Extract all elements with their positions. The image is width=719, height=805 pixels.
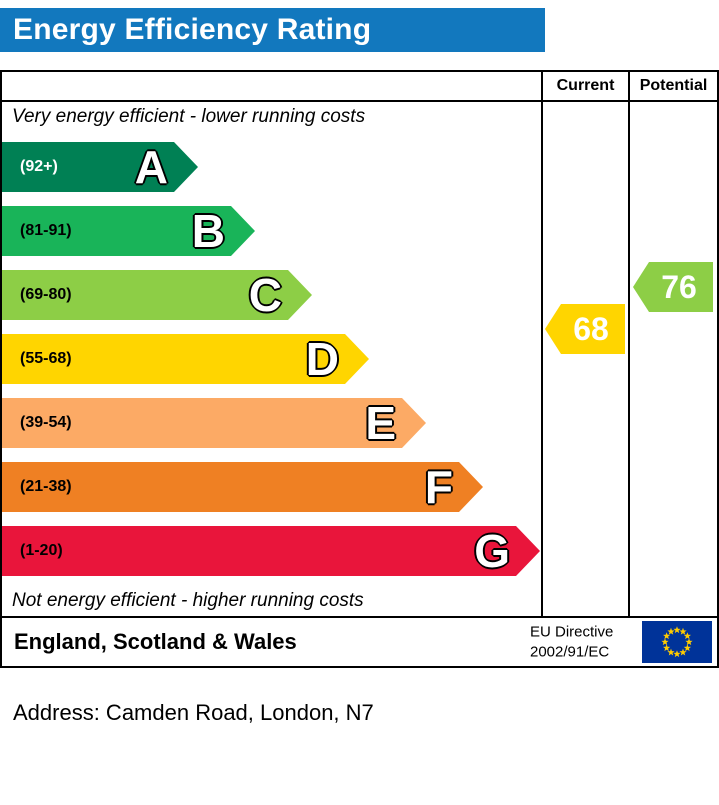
potential-rating-value: 76 <box>661 268 697 305</box>
footer-bar: England, Scotland & Wales EU Directive 2… <box>0 616 719 668</box>
header-row-divider <box>2 100 717 102</box>
band-g-letter: G <box>474 525 510 577</box>
band-f-letter: F <box>424 461 453 513</box>
band-e-range-label: (39-54) <box>20 414 72 431</box>
title-bar: Energy Efficiency Rating <box>0 8 545 52</box>
eu-directive-line2: 2002/91/EC <box>530 643 610 660</box>
potential-column-header: Potential <box>639 77 708 94</box>
rating-bands: (92+) A (81-91) B (69-80) C (55-68) D (3… <box>2 142 541 590</box>
band-a-range-label: (92+) <box>20 158 58 175</box>
page-title: Energy Efficiency Rating <box>13 13 372 46</box>
potential-rating-pointer: 76 <box>633 262 713 312</box>
band-b: (81-91) B <box>2 206 255 256</box>
current-column-header: Current <box>556 77 615 94</box>
band-a: (92+) A <box>2 142 198 192</box>
band-e: (39-54) E <box>2 398 426 448</box>
bottom-caption: Not energy efficient - higher running co… <box>12 590 364 611</box>
band-g: (1-20) G <box>2 526 540 576</box>
region-label: England, Scotland & Wales <box>14 629 297 654</box>
eu-flag-stars <box>661 626 693 658</box>
current-rating-pointer: 68 <box>545 304 625 354</box>
band-e-letter: E <box>365 397 396 449</box>
band-f-range-label: (21-38) <box>20 478 72 495</box>
band-a-letter: A <box>134 141 168 193</box>
band-f: (21-38) F <box>2 462 483 512</box>
top-caption: Very energy efficient - lower running co… <box>12 106 366 127</box>
band-b-range-label: (81-91) <box>20 222 72 239</box>
band-g-range-label: (1-20) <box>20 542 63 559</box>
eu-directive-label: EU Directive 2002/91/EC <box>530 623 613 662</box>
band-d-letter: D <box>305 333 339 385</box>
potential-column-divider <box>628 72 630 616</box>
band-d: (55-68) D <box>2 334 369 384</box>
eu-directive-line1: EU Directive <box>530 623 614 641</box>
eu-flag-icon <box>642 621 712 663</box>
band-c-letter: C <box>248 269 282 321</box>
band-d-range-label: (55-68) <box>20 350 72 367</box>
address-text: Address: Camden Road, London, N7 <box>13 700 374 725</box>
band-b-letter: B <box>191 205 225 257</box>
band-c-range-label: (69-80) <box>20 286 72 303</box>
band-c: (69-80) C <box>2 270 312 320</box>
current-column-divider <box>541 72 543 616</box>
current-rating-value: 68 <box>573 310 609 347</box>
energy-rating-chart: Current Potential Very energy efficient … <box>0 70 719 618</box>
